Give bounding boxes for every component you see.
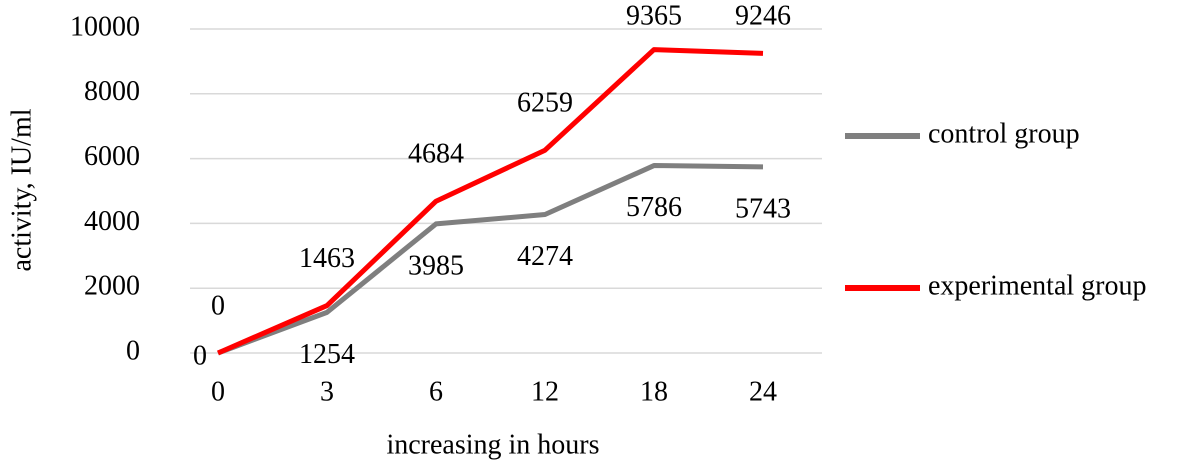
x-tick-label: 18 [640, 376, 668, 407]
y-tick-label: 8000 [84, 76, 140, 107]
series-line [217, 47, 764, 356]
y-tick-label: 0 [126, 335, 140, 366]
series-line [217, 163, 764, 356]
data-label: 9365 [626, 0, 682, 31]
data-label: 6259 [517, 88, 573, 119]
y-axis-title: activity, IU/ml [6, 108, 37, 271]
x-tick-label: 3 [320, 376, 334, 407]
data-label: 9246 [735, 0, 791, 31]
x-tick-label: 6 [429, 376, 443, 407]
data-label: 5786 [626, 192, 682, 223]
data-label: 0 [193, 340, 207, 371]
y-tick-label: 6000 [84, 141, 140, 172]
data-label: 1254 [299, 339, 355, 370]
data-label: 1463 [299, 243, 355, 274]
x-tick-label: 24 [749, 376, 777, 407]
x-tick-label: 12 [531, 376, 559, 407]
data-label: 5743 [735, 193, 791, 224]
data-label: 4274 [517, 241, 573, 272]
x-axis-title: increasing in hours [386, 429, 599, 460]
y-tick-label: 4000 [84, 206, 140, 237]
data-label: 3985 [408, 250, 464, 281]
legend-label: experimental group [928, 270, 1146, 301]
data-label: 4684 [408, 139, 464, 170]
y-tick-label: 10000 [70, 11, 140, 42]
data-label: 0 [211, 290, 225, 321]
y-tick-label: 2000 [84, 271, 140, 302]
x-tick-label: 0 [211, 376, 225, 407]
legend-label: control group [928, 118, 1080, 149]
